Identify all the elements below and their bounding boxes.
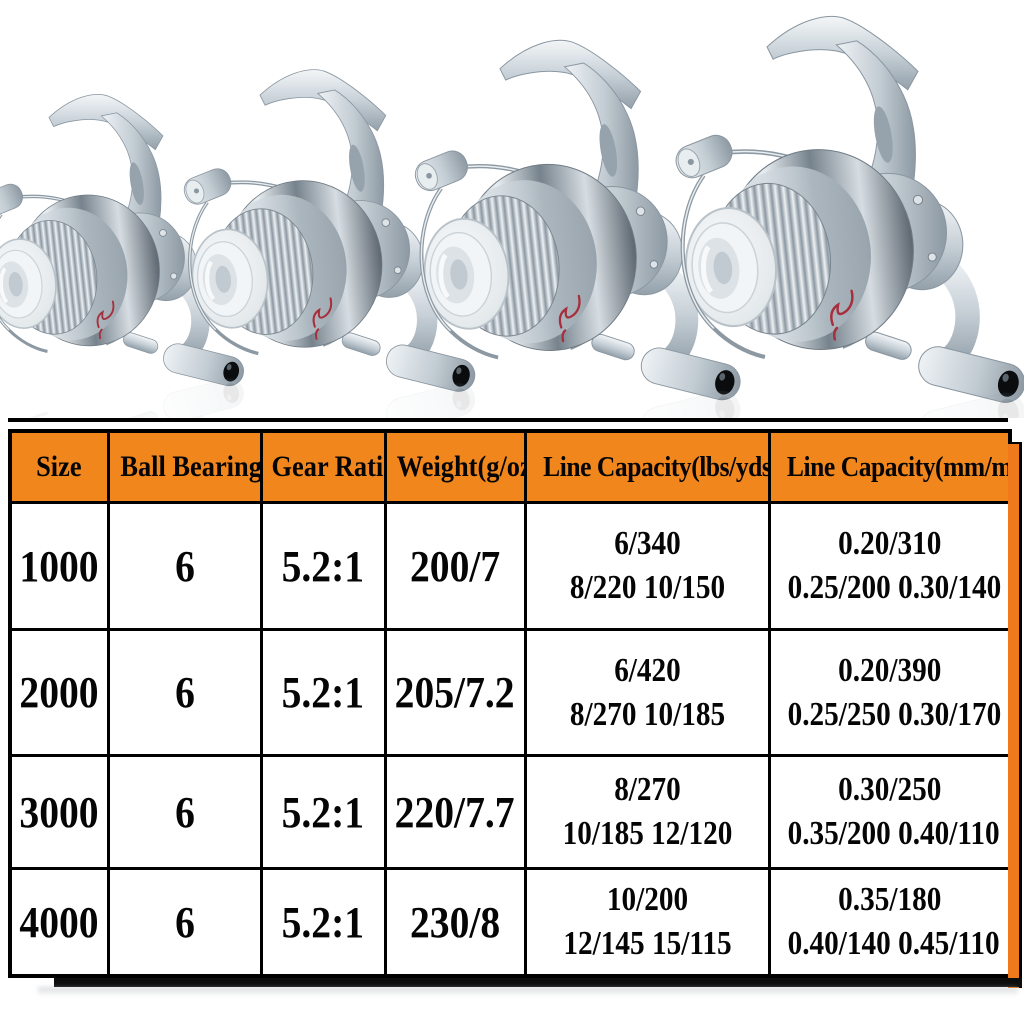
table-row: 3000 6 5.2:1 220/7.7 8/270 10/185 12/120… — [8, 754, 1012, 870]
spec-cell-capacity-mm: 0.20/310 0.25/200 0.30/140 — [767, 501, 1012, 631]
col-header-line-capacity-mm: Line Capacity(mm/m) — [767, 429, 1012, 504]
spec-cell-gear-ratio: 5.2:1 — [259, 628, 387, 757]
spec-cell-capacity-mm: 0.20/390 0.25/250 0.30/170 — [767, 628, 1012, 757]
table-row: 4000 6 5.2:1 230/8 10/200 12/145 15/115 … — [8, 867, 1012, 978]
gear-ratio-value: 5.2:1 — [281, 668, 365, 717]
spec-cell-ball-bearings: 6 — [106, 628, 263, 757]
size-value: 4000 — [19, 897, 99, 947]
capacity-lbs-line1: 6/420 — [613, 651, 681, 689]
spec-cell-capacity-mm: 0.30/250 0.35/200 0.40/110 — [767, 754, 1012, 870]
capacity-lbs-line2: 10/185 12/120 — [562, 815, 732, 852]
weight-value: 220/7.7 — [395, 787, 515, 837]
spinning-reel-icon — [671, 16, 1024, 418]
reels-illustration — [0, 0, 1024, 418]
capacity-mm-line1: 0.20/310 — [837, 525, 941, 562]
capacity-lbs-line1: 8/270 — [613, 771, 681, 808]
col-header-line-capacity-lbs: Line Capacity(lbs/yds) — [523, 429, 771, 504]
size-value: 1000 — [19, 541, 99, 591]
header-row: Size Ball Bearings Gear Ratio Weight(g/o… — [8, 429, 1012, 504]
spec-cell-ball-bearings: 6 — [106, 867, 263, 978]
spec-cell-weight: 220/7.7 — [383, 754, 527, 870]
capacity-lbs-line1: 6/340 — [613, 525, 681, 562]
spec-cell-gear-ratio: 5.2:1 — [259, 754, 387, 870]
col-header-label: Ball Bearings — [119, 450, 261, 483]
size-value: 2000 — [19, 668, 99, 717]
ball-bearings-value: 6 — [174, 897, 195, 947]
ball-bearings-value: 6 — [174, 668, 195, 717]
capacity-lbs-line1: 10/200 — [606, 881, 688, 918]
capacity-mm-line1: 0.35/180 — [837, 881, 941, 918]
spec-cell-capacity-mm: 0.35/180 0.40/140 0.45/110 — [767, 867, 1012, 978]
size-value: 3000 — [19, 787, 99, 837]
spec-cell-weight: 205/7.2 — [383, 628, 527, 757]
col-header-label: Size — [36, 450, 82, 483]
col-header-ball-bearings: Ball Bearings — [106, 429, 263, 504]
col-header-label: Gear Ratio — [271, 450, 385, 483]
capacity-mm-line2: 0.25/200 0.30/140 — [787, 569, 1001, 606]
col-header-label: Line Capacity(mm/m) — [786, 450, 1010, 483]
weight-value: 205/7.2 — [395, 668, 515, 717]
ball-bearings-value: 6 — [174, 541, 195, 591]
spec-cell-size: 2000 — [8, 628, 110, 757]
col-header-gear-ratio: Gear Ratio — [259, 429, 387, 504]
spec-cell-capacity-lbs: 6/340 8/220 10/150 — [523, 501, 771, 631]
capacity-lbs-line2: 8/270 10/185 — [569, 695, 725, 733]
capacity-mm-line2: 0.40/140 0.45/110 — [787, 925, 1000, 962]
capacity-lbs-line2: 8/220 10/150 — [569, 569, 725, 606]
capacity-mm-line2: 0.25/250 0.30/170 — [787, 695, 1001, 733]
spec-cell-capacity-lbs: 10/200 12/145 15/115 — [523, 867, 771, 978]
spec-cell-ball-bearings: 6 — [106, 754, 263, 870]
spec-table: Size Ball Bearings Gear Ratio Weight(g/o… — [8, 429, 1012, 978]
spec-cell-ball-bearings: 6 — [106, 501, 263, 631]
ball-bearings-value: 6 — [174, 787, 195, 837]
weight-value: 200/7 — [409, 541, 501, 591]
spec-cell-size: 4000 — [8, 867, 110, 978]
soft-floor-shadow — [38, 987, 1018, 996]
capacity-mm-line1: 0.20/390 — [837, 651, 941, 689]
table-top-gap — [8, 422, 1008, 429]
gear-ratio-value: 5.2:1 — [281, 787, 365, 837]
table-top-border — [8, 418, 1008, 422]
spec-cell-weight: 200/7 — [383, 501, 527, 631]
col-header-size: Size — [8, 429, 110, 504]
dark-bottom-shadow — [54, 978, 1022, 987]
table-row: 2000 6 5.2:1 205/7.2 6/420 8/270 10/185 … — [8, 628, 1012, 757]
spec-cell-size: 3000 — [8, 754, 110, 870]
col-header-label: Line Capacity(lbs/yds) — [542, 450, 769, 483]
table-row: 1000 6 5.2:1 200/7 6/340 8/220 10/150 0.… — [8, 501, 1012, 631]
spec-cell-gear-ratio: 5.2:1 — [259, 867, 387, 978]
weight-value: 230/8 — [409, 897, 501, 947]
gear-ratio-value: 5.2:1 — [281, 541, 365, 591]
col-header-weight: Weight(g/oz) — [383, 429, 527, 504]
reel-photo-strip — [0, 0, 1024, 418]
spec-table-frame: Size Ball Bearings Gear Ratio Weight(g/o… — [8, 418, 1022, 996]
capacity-mm-line2: 0.35/200 0.40/110 — [787, 815, 1000, 852]
capacity-lbs-line2: 12/145 15/115 — [562, 925, 732, 962]
spec-cell-capacity-lbs: 6/420 8/270 10/185 — [523, 628, 771, 757]
spec-cell-size: 1000 — [8, 501, 110, 631]
spec-cell-gear-ratio: 5.2:1 — [259, 501, 387, 631]
spec-cell-capacity-lbs: 8/270 10/185 12/120 — [523, 754, 771, 870]
orange-side-shadow — [1008, 442, 1022, 988]
gear-ratio-value: 5.2:1 — [281, 897, 365, 947]
col-header-label: Weight(g/oz) — [396, 450, 522, 483]
capacity-mm-line1: 0.30/250 — [837, 771, 941, 808]
spec-cell-weight: 230/8 — [383, 867, 527, 978]
